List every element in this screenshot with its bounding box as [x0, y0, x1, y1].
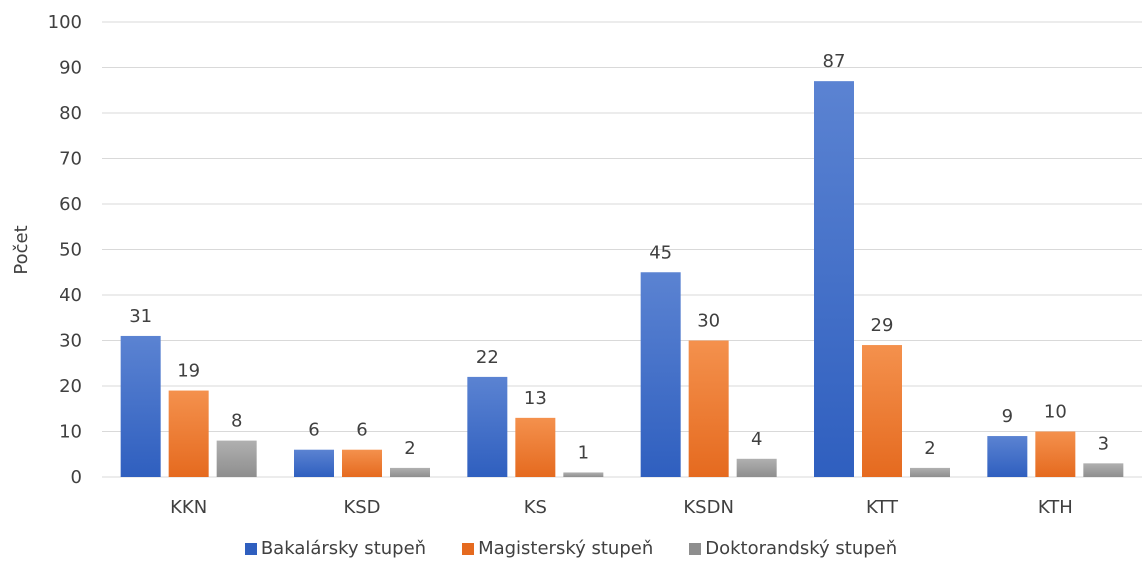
- y-tick-label: 50: [59, 240, 82, 261]
- data-label: 31: [129, 306, 152, 327]
- y-tick-label: 100: [48, 12, 82, 33]
- bar: [294, 449, 334, 477]
- x-tick-label: KKN: [170, 497, 207, 518]
- y-tick-label: 90: [59, 58, 82, 79]
- x-tick-label: KSD: [343, 497, 380, 518]
- y-tick-label: 30: [59, 331, 82, 352]
- bar: [342, 449, 382, 477]
- legend-label-magistersky: Magisterský stupeň: [478, 538, 654, 559]
- y-tick-label: 20: [59, 376, 82, 397]
- bar: [987, 436, 1028, 477]
- data-label: 2: [924, 438, 935, 459]
- legend-swatch-doktorandsky: [689, 542, 702, 555]
- legend-label-bakalarsky: Bakalársky stupeň: [260, 538, 427, 559]
- bar: [862, 345, 902, 477]
- data-label: 8: [231, 411, 242, 432]
- data-label: 87: [823, 51, 846, 72]
- x-tick-label: KTH: [1038, 497, 1073, 518]
- data-label: 2: [404, 438, 415, 459]
- bars: [120, 81, 1124, 478]
- legend: Bakalársky stupeň Magisterský stupeň Dok…: [0, 538, 1142, 559]
- bar: [1035, 431, 1076, 477]
- bar: [216, 440, 257, 477]
- data-label: 22: [476, 347, 499, 368]
- bar: [736, 458, 777, 477]
- legend-item-magistersky: Magisterský stupeň: [462, 538, 653, 559]
- bar: [640, 272, 681, 477]
- data-label: 6: [356, 420, 367, 441]
- data-label: 6: [308, 420, 319, 441]
- bar: [688, 340, 729, 477]
- data-label: 29: [871, 315, 894, 336]
- x-tick-label: KSDN: [683, 497, 734, 518]
- legend-item-bakalarsky: Bakalársky stupeň: [244, 538, 427, 559]
- bar: [515, 417, 556, 477]
- y-tick-label: 0: [71, 467, 82, 488]
- x-tick-label: KTT: [866, 497, 899, 518]
- data-label: 9: [1002, 406, 1013, 427]
- data-label: 13: [524, 388, 547, 409]
- bar: [910, 467, 950, 477]
- y-axis-title: Počet: [11, 225, 32, 274]
- legend-swatch-magistersky: [462, 542, 475, 555]
- y-tick-label: 40: [59, 285, 82, 306]
- data-label: 3: [1098, 433, 1109, 454]
- data-label: 19: [177, 361, 200, 382]
- data-label: 1: [578, 442, 589, 463]
- legend-swatch-bakalarsky: [244, 542, 257, 555]
- y-tick-label: 70: [59, 149, 82, 170]
- x-tick-label: KS: [524, 497, 547, 518]
- data-label: 4: [751, 429, 762, 450]
- data-label: 45: [649, 242, 672, 263]
- data-label: 10: [1044, 402, 1067, 423]
- y-tick-label: 10: [59, 422, 82, 443]
- bar: [168, 390, 209, 477]
- y-tick-label: 60: [59, 194, 82, 215]
- y-tick-label: 80: [59, 103, 82, 124]
- gridlines: [102, 21, 1142, 478]
- y-axis-ticks: 0 10 20 30 40 50 60 70 80 90 100: [48, 12, 82, 488]
- bar: [467, 376, 508, 477]
- x-axis-ticks: KKN KSD KS KSDN KTT KTH: [170, 497, 1073, 518]
- bar: [120, 335, 161, 477]
- bar: [390, 467, 430, 477]
- legend-item-doktorandsky: Doktorandský stupeň: [689, 538, 897, 559]
- bar: [1083, 463, 1124, 477]
- data-label: 30: [697, 311, 720, 332]
- legend-label-doktorandsky: Doktorandský stupeň: [705, 538, 898, 559]
- bar: [814, 81, 854, 478]
- bar: [563, 472, 604, 477]
